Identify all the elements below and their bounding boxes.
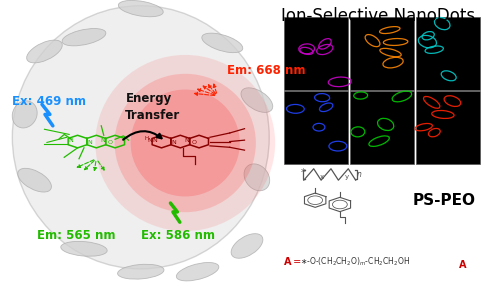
Ellipse shape [12,6,269,269]
Ellipse shape [202,33,243,53]
Bar [416,17,480,90]
Text: N: N [68,138,73,143]
Text: N: N [100,138,105,143]
Text: A: A [284,257,292,267]
Ellipse shape [241,88,273,112]
Ellipse shape [12,101,37,128]
Text: N: N [148,138,152,143]
Ellipse shape [176,263,219,281]
Bar [416,91,480,164]
Text: Ion-Selective NanoDots: Ion-Selective NanoDots [281,7,475,25]
Text: =: = [290,257,302,267]
Ellipse shape [114,74,256,212]
Bar [284,17,348,90]
Text: PS-PEO: PS-PEO [412,193,476,208]
Text: N: N [152,138,157,143]
Text: N: N [88,140,92,146]
Ellipse shape [61,241,107,256]
Bar [350,17,414,90]
Ellipse shape [118,264,164,279]
Text: O: O [191,140,196,146]
Text: $\ast$-O-(CH$_2$CH$_2$O)$_m$-CH$_2$CH$_2$OH: $\ast$-O-(CH$_2$CH$_2$O)$_m$-CH$_2$CH$_2… [300,255,410,268]
Bar [350,91,414,164]
Text: Transfer: Transfer [124,109,180,122]
Text: Em: 565 nm: Em: 565 nm [37,229,116,243]
Text: x: x [320,174,324,180]
Ellipse shape [244,164,270,191]
Text: n: n [356,170,362,179]
Text: H: H [144,136,149,141]
Ellipse shape [130,90,240,196]
Text: O: O [107,140,112,146]
Ellipse shape [118,0,163,17]
Text: N: N [184,138,189,143]
Ellipse shape [96,55,275,231]
Text: Ex: 469 nm: Ex: 469 nm [12,95,86,108]
Text: *: * [300,168,305,178]
Ellipse shape [18,168,51,192]
Bar [284,91,348,164]
Text: Energy: Energy [126,92,172,105]
Ellipse shape [62,29,106,46]
Text: y: y [344,174,348,180]
Ellipse shape [26,40,63,63]
Text: N: N [172,140,176,146]
Ellipse shape [231,234,263,258]
Text: A: A [460,260,467,269]
Text: Ex: 586 nm: Ex: 586 nm [141,229,215,243]
Text: Em: 668 nm: Em: 668 nm [227,63,306,77]
